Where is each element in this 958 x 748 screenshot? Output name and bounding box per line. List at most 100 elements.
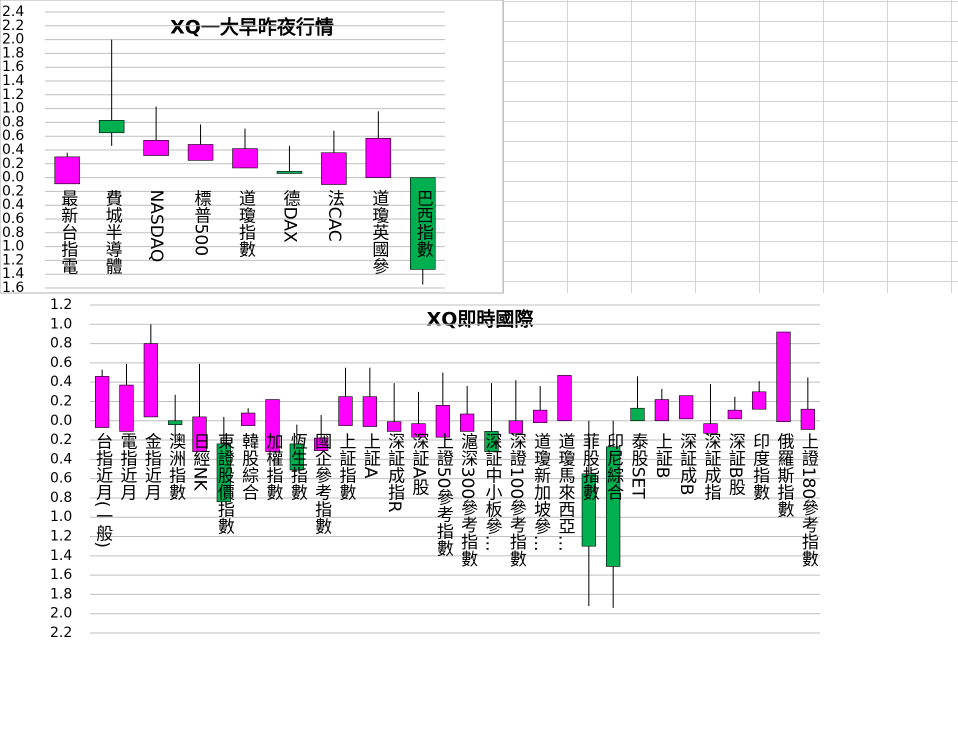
candle-body	[703, 423, 718, 434]
x-tick-label: 東證股價指數	[214, 433, 235, 535]
y-tick-label: 1.6	[2, 59, 24, 75]
x-tick-label: 澳洲指數	[165, 433, 186, 501]
candle-body	[362, 396, 377, 427]
candle-body	[338, 396, 353, 426]
y-tick-label: 2.0	[2, 32, 24, 48]
candle-body	[241, 412, 256, 426]
x-tick-label: 法CAC	[324, 190, 345, 242]
y-tick-label: 0.4	[2, 142, 24, 158]
candle-body	[187, 144, 214, 161]
candle-body	[581, 473, 596, 547]
y-tick-label: 0.4	[50, 451, 72, 467]
y-tick-label: 0.6	[2, 128, 24, 144]
spreadsheet-grid	[503, 0, 958, 293]
x-tick-label: 加權指數	[263, 433, 284, 501]
candle-body	[95, 376, 110, 428]
chart-frame	[40, 295, 958, 748]
candle-body	[54, 156, 80, 185]
candle-body	[276, 171, 303, 174]
y-tick-label: 0.0	[2, 170, 24, 186]
candle-body	[776, 331, 791, 423]
x-tick-label: 泰股SET	[628, 433, 649, 500]
candle-body	[365, 137, 392, 178]
y-tick-label: 0.2	[2, 156, 24, 172]
x-tick-label: 金指近月	[141, 433, 162, 501]
candle-body	[800, 408, 815, 430]
candle-body	[321, 152, 347, 185]
candle-body	[387, 421, 402, 432]
x-tick-label: 深証成指R	[384, 433, 405, 513]
x-tick-label: 俄羅斯指數	[774, 433, 795, 518]
x-tick-label: 道瓊英國參	[368, 190, 389, 275]
candle-body	[654, 399, 669, 422]
x-tick-label: 上証A	[360, 433, 381, 479]
x-tick-label: 滬深300參考指數	[457, 433, 478, 567]
candle-body	[484, 431, 499, 452]
chart-2: XQ即時國際 1.2 1.0 0.8 0.6 0.4 0.2 0.0 0.2 0.4 0.6 0.8…	[50, 297, 820, 641]
y-tick-label: 0.8	[2, 114, 24, 130]
x-tick-label: 深証中小板參…	[482, 433, 503, 552]
y-tick-label: 1.8	[2, 45, 24, 61]
x-tick-label: 國企參考指數	[311, 433, 332, 535]
y-tick-label: 1.4	[2, 266, 24, 282]
candle-body	[289, 443, 304, 471]
x-tick-label: 恆生指數	[287, 433, 308, 501]
candle-body	[460, 413, 475, 432]
x-tick-label: 道瓊指數	[235, 190, 256, 258]
candle-body	[143, 140, 169, 156]
y-tick-label: 1.6	[2, 280, 24, 296]
x-tick-label: 深証B股	[725, 433, 746, 497]
y-tick-label: 0.2	[50, 432, 72, 448]
y-tick-label: 0.6	[50, 471, 72, 487]
y-tick-label: 1.2	[50, 297, 72, 313]
x-tick-label: 德DAX	[279, 190, 300, 243]
y-tick-label: 1.4	[50, 548, 72, 564]
x-tick-label: 印尼綜合	[603, 433, 624, 501]
x-tick-label: 韓股綜合	[238, 433, 259, 501]
x-tick-label: 上証B	[652, 433, 673, 479]
x-tick-label: 電指近月	[117, 433, 138, 501]
x-tick-label: 上証指數	[336, 433, 357, 501]
x-tick-label: 道瓊馬來西亞…	[555, 433, 576, 552]
y-tick-label: 2.0	[50, 606, 72, 622]
x-tick-label: 標普500	[191, 190, 212, 256]
y-tick-label: 0.8	[2, 225, 24, 241]
x-tick-label: 日經NK	[190, 433, 211, 492]
x-tick-label: 深証成指	[701, 433, 722, 502]
x-tick-label: NASDAQ	[146, 190, 166, 263]
x-tick-label: 巴西指數	[413, 190, 434, 258]
candle-body	[557, 375, 572, 422]
y-tick-label: 0.2	[2, 183, 24, 199]
candle-body	[411, 423, 426, 438]
y-tick-label: 1.6	[50, 567, 72, 583]
x-tick-label: 台指近月(一般)	[92, 433, 113, 548]
candle-body	[606, 446, 621, 567]
x-tick-label: 費城半導體	[102, 190, 123, 275]
y-tick-label: 1.0	[2, 101, 24, 117]
x-tick-label: 上證50參考指數	[433, 433, 454, 557]
y-tick-label: 1.2	[2, 87, 24, 103]
y-tick-label: 2.2	[2, 18, 24, 34]
x-tick-label: 道瓊新加坡參…	[530, 433, 551, 552]
candle-body	[314, 437, 329, 451]
candle-body	[508, 420, 523, 434]
y-tick-label: 1.0	[50, 509, 72, 525]
y-tick-label: 0.0	[50, 413, 72, 429]
candle-body	[98, 120, 125, 134]
y-tick-label: 2.2	[50, 625, 72, 641]
y-tick-label: 1.2	[2, 252, 24, 268]
x-tick-label: 印度指數	[749, 433, 770, 501]
y-tick-label: 1.4	[2, 73, 24, 89]
candle-body	[630, 407, 645, 422]
y-tick-label: 0.8	[50, 490, 72, 506]
y-tick-label: 0.6	[50, 355, 72, 371]
chart-title: XQ一大早昨夜行情	[170, 16, 334, 39]
candle-body	[216, 443, 231, 503]
candle-body	[192, 416, 207, 452]
y-tick-label: 0.2	[50, 393, 72, 409]
candle-body	[143, 343, 158, 418]
candle-body	[410, 177, 436, 270]
x-tick-label: 菲股指數	[579, 433, 600, 501]
candle-body	[232, 148, 258, 169]
